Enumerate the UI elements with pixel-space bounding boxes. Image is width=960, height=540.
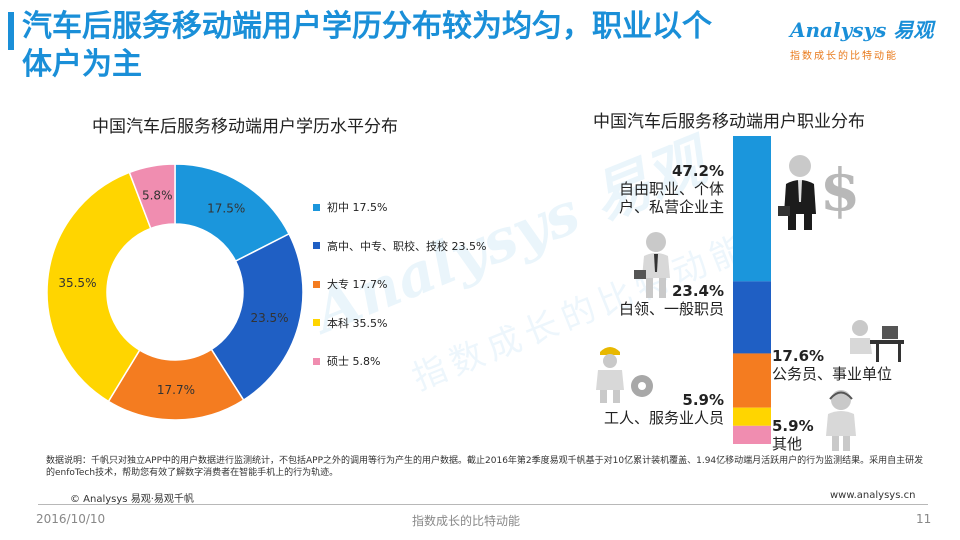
legend-item-college: 大专 17.7% (313, 277, 486, 291)
donut-slice (210, 232, 304, 402)
occupation-name-line: 白领、一般职员 (618, 300, 724, 318)
figure-head (852, 320, 868, 336)
occupation-pct: 17.6% (772, 347, 825, 365)
legend-swatch (313, 203, 320, 211)
desk-leg (876, 344, 879, 362)
occupation-label-worker: 5.9% 工人、服务业人员 (600, 391, 724, 427)
legend-label: 大专 17.7% (327, 278, 388, 291)
occupation-bar-segment (733, 281, 771, 354)
occupation-chart-title: 中国汽车后服务移动端用户职业分布 (593, 112, 865, 132)
legend-swatch (313, 357, 320, 365)
legend-item-junior-high: 初中 17.5% (313, 200, 486, 214)
occupation-stacked-bar (733, 136, 771, 444)
figure-body (850, 338, 872, 354)
briefcase (778, 206, 790, 216)
figure-body (826, 411, 856, 436)
donut-data-label: 17.7% (157, 383, 195, 397)
legend-swatch (313, 280, 320, 288)
figure-leg (832, 436, 839, 451)
footer-tagline: 指数成长的比特动能 (412, 514, 521, 528)
occupation-name-line: 自由职业、个体 (618, 180, 724, 198)
logo-tagline: 指数成长的比特动能 (790, 51, 898, 62)
briefcase (634, 270, 646, 279)
footer-date: 2016/10/10 (36, 512, 106, 526)
occupation-pct: 23.4% (671, 282, 724, 300)
occupation-bar-segment (733, 353, 771, 408)
occupation-bar-segment (733, 136, 771, 282)
desk-worker-illustration (850, 320, 904, 362)
website-link[interactable]: www.analysys.cn (830, 490, 916, 501)
legend-swatch (313, 242, 320, 249)
figure-leg (659, 278, 666, 298)
occupation-name-line: 公务员、事业单位 (772, 365, 893, 383)
occupation-label-white-collar: 23.4% 白领、一般职员 (608, 282, 724, 318)
page-number: 11 (916, 512, 932, 526)
data-note: 数据说明：千帆只对独立APP中的用户数据进行监测统计，不包括APP之外的调用等行… (46, 456, 924, 478)
hard-hat (600, 347, 620, 355)
desk (870, 340, 904, 344)
occupation-pct: 47.2% (671, 162, 724, 180)
legend-item-high-school: 高中、中专、职校、技校 23.5% (313, 239, 486, 253)
occupation-pct: 5.9% (772, 417, 814, 435)
legend-label: 高中、中专、职校、技校 23.5% (327, 239, 487, 253)
occupation-label-civil-servant: 17.6% 公务员、事业单位 (772, 347, 892, 383)
page-title: 汽车后服务移动端用户学历分布较为均匀，职业以个体户为主 (22, 9, 712, 82)
businessman-dollar-illustration: $ (778, 155, 860, 230)
figure-leg (646, 278, 653, 298)
desk-leg (898, 344, 901, 362)
worker-gear-illustration (596, 347, 653, 403)
headset-person-illustration (826, 390, 856, 451)
occupation-name-line: 工人、服务业人员 (603, 409, 724, 427)
copyright-text: © Analysys 易观·易观千帆 (70, 494, 194, 505)
dollar-icon: $ (820, 156, 860, 224)
occupation-label-self-employed: 47.2% 自由职业、个体 户、私营企业主 (608, 162, 724, 216)
office-worker-illustration (634, 232, 670, 298)
figure-leg (613, 390, 620, 403)
gear-hole (638, 382, 646, 390)
education-donut-chart: 17.5% 23.5% 17.7% 35.5% 5.8% (46, 163, 304, 421)
legend-label: 本科 35.5% (327, 316, 388, 330)
brand-logo: Analysys 易观 指数成长的比特动能 (790, 14, 950, 64)
occupation-bar-segment (733, 425, 771, 444)
donut-data-label: 5.8% (142, 189, 173, 203)
donut-data-label: 23.5% (250, 311, 288, 325)
figure-leg (843, 436, 850, 451)
legend-item-bachelor: 本科 35.5% (313, 316, 486, 330)
figure-tie (654, 254, 658, 272)
figure-body (596, 370, 624, 390)
donut-slice (128, 163, 176, 230)
title-accent-bar (8, 12, 14, 50)
figure-head (603, 354, 617, 368)
occupation-label-other: 5.9% 其他 (772, 417, 814, 453)
figure-leg (788, 214, 796, 230)
figure-head (646, 232, 666, 252)
figure-leg (600, 390, 607, 403)
legend-label: 初中 17.5% (327, 201, 388, 214)
figure-shirt (798, 180, 802, 202)
figure-head (789, 155, 811, 177)
occupation-name-line: 户、私营企业主 (618, 198, 724, 216)
legend-item-master: 硕士 5.8% (313, 354, 486, 368)
education-chart-title: 中国汽车后服务移动端用户学历水平分布 (92, 117, 398, 137)
legend-label: 硕士 5.8% (327, 355, 381, 368)
occupation-name-line: 其他 (772, 435, 803, 453)
legend-swatch (313, 319, 320, 326)
donut-data-label: 35.5% (58, 276, 96, 290)
donut-slice (46, 171, 152, 403)
occupation-bar-segment (733, 407, 771, 426)
donut-data-label: 17.5% (207, 201, 245, 215)
figure-head (831, 390, 851, 410)
footer-divider (38, 504, 928, 505)
occupation-pct: 5.9% (682, 391, 724, 409)
figure-leg (804, 214, 812, 230)
logo-text: Analysys 易观 (790, 18, 934, 42)
headset-icon (829, 391, 853, 400)
education-legend: 初中 17.5% 高中、中专、职校、技校 23.5% 大专 17.7% 本科 3… (313, 200, 486, 393)
monitor (882, 326, 898, 339)
